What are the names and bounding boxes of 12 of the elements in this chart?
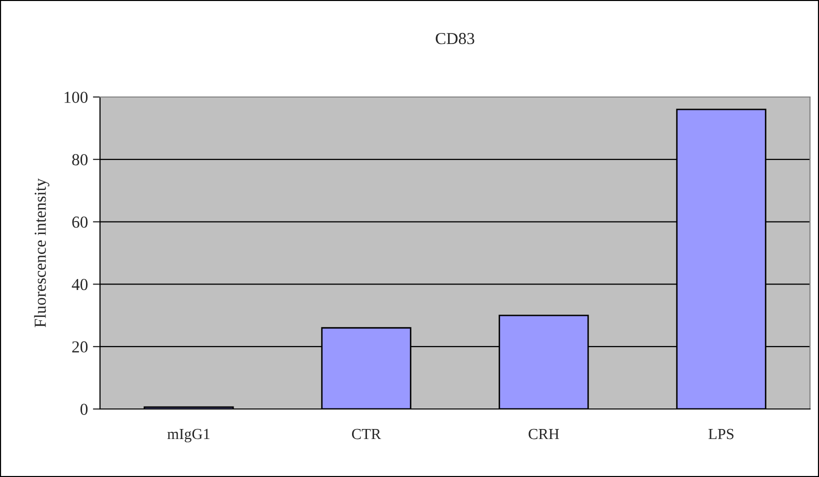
chart-title: CD83 <box>436 32 474 44</box>
x-tick-label: LPS <box>708 428 734 440</box>
y-tick-label: 40 <box>72 278 88 290</box>
y-tick-label: 80 <box>72 154 88 166</box>
y-axis-title: Fluorescence intensity <box>34 178 50 328</box>
y-tick-label: 0 <box>80 404 88 415</box>
x-tick-label: CTR <box>352 428 382 440</box>
y-tick-label: 100 <box>64 92 88 103</box>
x-tick-label: CRH <box>528 428 560 440</box>
x-tick-label: mIgG1 <box>167 428 210 442</box>
y-tick-label: 20 <box>72 341 88 353</box>
y-tick-label: 60 <box>72 216 88 228</box>
